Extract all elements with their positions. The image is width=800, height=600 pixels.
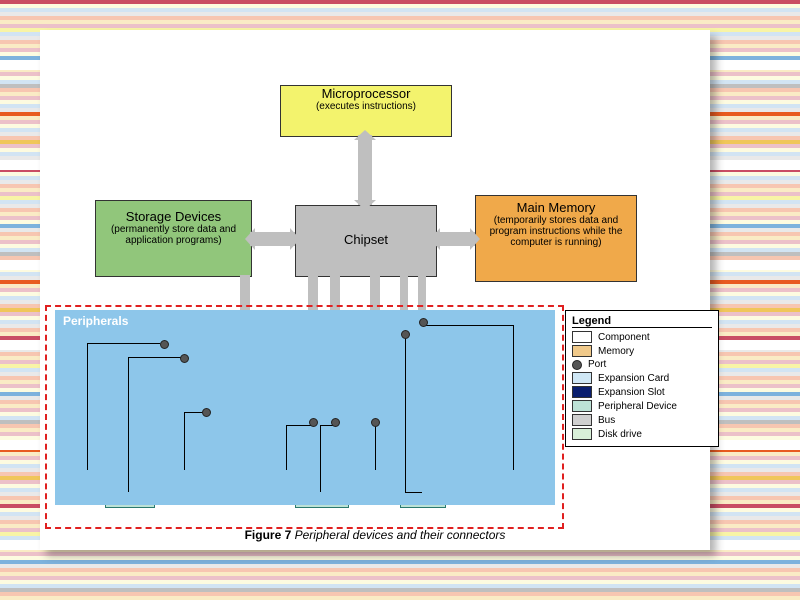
legend-item-label: Port	[588, 359, 606, 370]
arrow-storage-chipset	[250, 232, 295, 246]
arrow-chipset-memory	[435, 232, 475, 246]
legend-item: Expansion Card	[572, 372, 712, 384]
port-parallel	[419, 318, 428, 327]
chipset-title: Chipset	[296, 232, 436, 247]
port-ps2	[401, 330, 410, 339]
legend-item: Bus	[572, 414, 712, 426]
microprocessor-subtitle: (executes instructions)	[281, 101, 451, 112]
storage-subtitle: (permanently store data and application …	[96, 224, 251, 246]
legend-swatch-icon	[572, 372, 592, 384]
port-video-card	[202, 408, 211, 417]
arrow-head-left2	[430, 228, 440, 250]
arrow-head-left1	[245, 228, 255, 250]
legend-item-label: Expansion Card	[598, 373, 669, 384]
caption-prefix: Figure 7	[245, 528, 292, 542]
port-modem-card	[160, 340, 169, 349]
memory-title: Main Memory	[476, 200, 636, 215]
arrow-micro-chipset	[358, 135, 372, 205]
port-sound-card	[180, 354, 189, 363]
wire-speaker-v	[128, 357, 129, 492]
legend-item: Component	[572, 331, 712, 343]
arrow-head-up	[354, 130, 376, 140]
wire-modem-v	[87, 343, 88, 470]
wire-camcorder	[375, 425, 376, 470]
wire-monitor-h	[184, 412, 204, 413]
wire-monitor-v	[184, 412, 185, 470]
wire-digicam-h	[286, 425, 312, 426]
diagram-panel: Microprocessor (executes instructions) C…	[40, 30, 710, 550]
port-usb-1	[309, 418, 318, 427]
legend-item-label: Disk drive	[598, 429, 642, 440]
slide-root: Microprocessor (executes instructions) C…	[0, 0, 800, 600]
legend-item-label: Peripheral Device	[598, 401, 677, 412]
memory-subtitle: (temporarily stores data and program ins…	[476, 215, 636, 248]
legend-swatch-icon	[572, 345, 592, 357]
caption-text: Peripheral devices and their connectors	[295, 528, 506, 542]
legend-item-label: Memory	[598, 346, 634, 357]
legend-swatch-icon	[572, 414, 592, 426]
legend-swatch-icon	[572, 428, 592, 440]
arrow-head-right1	[290, 228, 300, 250]
storage-box: Storage Devices (permanently store data …	[95, 200, 252, 277]
legend-swatch-icon	[572, 331, 592, 343]
legend-item-label: Expansion Slot	[598, 387, 665, 398]
peripherals-label: Peripherals	[55, 310, 555, 332]
wire-scanner	[320, 425, 321, 492]
peripherals-panel: Peripherals	[55, 310, 555, 505]
port-firewire	[371, 418, 380, 427]
wire-printer-v	[513, 325, 514, 470]
legend-item: Memory	[572, 345, 712, 357]
legend-title: Legend	[572, 315, 712, 328]
legend-swatch-icon	[572, 386, 592, 398]
figure-caption: Figure 7 Peripheral devices and their co…	[40, 528, 710, 542]
port-usb-2	[331, 418, 340, 427]
legend-item: Peripheral Device	[572, 400, 712, 412]
wire-printer-h	[423, 325, 513, 326]
wire-mouse-h	[405, 492, 422, 493]
arrow-head-right2	[470, 228, 480, 250]
chipset-box: Chipset	[295, 205, 437, 277]
legend-item-label: Component	[598, 332, 650, 343]
legend-item-label: Bus	[598, 415, 615, 426]
legend-port-icon	[572, 360, 582, 370]
legend-item: Disk drive	[572, 428, 712, 440]
microprocessor-title: Microprocessor	[281, 86, 451, 101]
memory-box: Main Memory (temporarily stores data and…	[475, 195, 637, 282]
arrow-head-down	[354, 200, 376, 210]
wire-digicam	[286, 425, 287, 470]
legend-swatch-icon	[572, 400, 592, 412]
legend-item: Port	[572, 359, 712, 370]
wire-modem-h	[87, 343, 160, 344]
storage-title: Storage Devices	[96, 209, 251, 224]
legend-item: Expansion Slot	[572, 386, 712, 398]
legend-box: Legend Component Memory Port Expansion Card…	[565, 310, 719, 447]
wire-speaker-h	[128, 357, 181, 358]
wire-mouse	[405, 337, 406, 492]
